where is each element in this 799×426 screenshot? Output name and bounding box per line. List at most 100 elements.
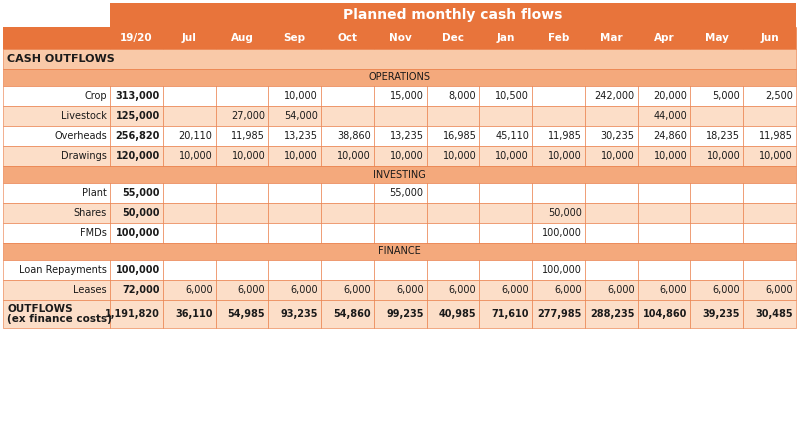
Bar	[3, 27, 110, 49]
Bar	[743, 260, 796, 280]
Bar	[427, 260, 479, 280]
Bar	[479, 126, 532, 146]
Bar	[3, 146, 110, 166]
Bar	[374, 203, 427, 223]
Bar	[110, 223, 163, 243]
Bar	[585, 106, 638, 126]
Text: Drawings: Drawings	[62, 151, 107, 161]
Bar	[163, 260, 216, 280]
Bar	[110, 300, 163, 328]
Bar	[163, 126, 216, 146]
Bar	[3, 183, 110, 203]
Text: 36,110: 36,110	[175, 309, 213, 319]
Text: 6,000: 6,000	[396, 285, 423, 295]
Bar	[268, 27, 321, 49]
Text: 1,191,820: 1,191,820	[105, 309, 160, 319]
Bar	[427, 86, 479, 106]
Text: 125,000: 125,000	[116, 111, 160, 121]
Bar	[163, 146, 216, 166]
Bar	[216, 126, 268, 146]
Bar	[163, 223, 216, 243]
Bar	[268, 203, 321, 223]
Bar	[216, 260, 268, 280]
Text: 288,235: 288,235	[590, 309, 634, 319]
Text: 11,985: 11,985	[548, 131, 582, 141]
Bar	[690, 300, 743, 328]
Bar	[163, 27, 216, 49]
Text: 242,000: 242,000	[594, 91, 634, 101]
Bar	[638, 106, 690, 126]
Bar	[268, 126, 321, 146]
Text: OUTFLOWS: OUTFLOWS	[7, 304, 73, 314]
Text: 10,000: 10,000	[337, 151, 371, 161]
Text: Feb: Feb	[548, 33, 569, 43]
Bar	[532, 126, 585, 146]
Text: Dec: Dec	[442, 33, 464, 43]
Text: 6,000: 6,000	[555, 285, 582, 295]
Bar	[268, 86, 321, 106]
Bar	[321, 280, 374, 300]
Bar	[638, 146, 690, 166]
Bar	[374, 146, 427, 166]
Text: Oct: Oct	[337, 33, 357, 43]
Bar	[638, 126, 690, 146]
Text: 39,235: 39,235	[703, 309, 740, 319]
Bar	[321, 126, 374, 146]
Text: 6,000: 6,000	[185, 285, 213, 295]
Bar	[532, 146, 585, 166]
Text: 2,500: 2,500	[765, 91, 793, 101]
Text: Aug: Aug	[230, 33, 253, 43]
Text: 6,000: 6,000	[237, 285, 265, 295]
Bar	[110, 3, 796, 27]
Bar	[479, 203, 532, 223]
Text: 10,500: 10,500	[495, 91, 529, 101]
Bar	[479, 223, 532, 243]
Text: Leases: Leases	[74, 285, 107, 295]
Text: 55,000: 55,000	[390, 188, 423, 198]
Text: 10,000: 10,000	[654, 151, 687, 161]
Bar	[216, 146, 268, 166]
Text: 10,000: 10,000	[179, 151, 213, 161]
Bar	[690, 223, 743, 243]
Text: OPERATIONS: OPERATIONS	[368, 72, 431, 83]
Text: 99,235: 99,235	[386, 309, 423, 319]
Bar	[268, 146, 321, 166]
Text: Sep: Sep	[284, 33, 306, 43]
Bar	[216, 86, 268, 106]
Bar	[110, 203, 163, 223]
Text: Livestock: Livestock	[62, 111, 107, 121]
Bar	[479, 280, 532, 300]
Bar	[374, 223, 427, 243]
Bar	[3, 27, 796, 49]
Text: 15,000: 15,000	[390, 91, 423, 101]
Text: 6,000: 6,000	[449, 285, 476, 295]
Bar	[743, 280, 796, 300]
Bar	[216, 300, 268, 328]
Bar	[110, 280, 163, 300]
Bar	[479, 106, 532, 126]
Text: FINANCE: FINANCE	[378, 247, 421, 256]
Bar	[743, 300, 796, 328]
Text: 72,000: 72,000	[122, 285, 160, 295]
Text: 256,820: 256,820	[115, 131, 160, 141]
Bar	[374, 260, 427, 280]
Bar	[3, 69, 796, 86]
Text: 71,610: 71,610	[491, 309, 529, 319]
Bar	[690, 260, 743, 280]
Bar	[479, 260, 532, 280]
Bar	[743, 146, 796, 166]
Text: 38,860: 38,860	[337, 131, 371, 141]
Text: 100,000: 100,000	[116, 228, 160, 238]
Text: 55,000: 55,000	[122, 188, 160, 198]
Bar	[3, 166, 796, 183]
Bar	[268, 106, 321, 126]
Bar	[216, 106, 268, 126]
Text: 10,000: 10,000	[443, 151, 476, 161]
Text: 6,000: 6,000	[291, 285, 318, 295]
Bar	[268, 260, 321, 280]
Text: May: May	[705, 33, 729, 43]
Bar	[743, 126, 796, 146]
Text: 6,000: 6,000	[765, 285, 793, 295]
Bar	[427, 300, 479, 328]
Text: Shares: Shares	[74, 208, 107, 218]
